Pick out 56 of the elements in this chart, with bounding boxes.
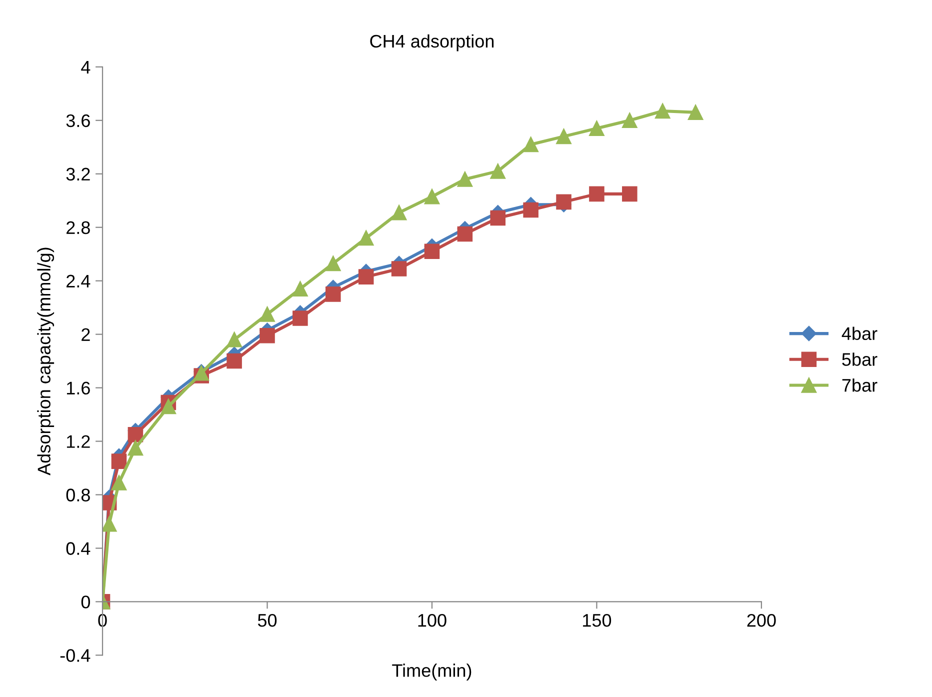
point — [391, 261, 407, 276]
point — [457, 172, 473, 187]
y-tick-label: 2.8 — [66, 221, 90, 234]
x-tick-label: 200 — [747, 614, 776, 627]
x-tick-label: 100 — [418, 614, 446, 627]
point — [523, 136, 538, 152]
point — [128, 426, 144, 442]
y-tick-label: 2.4 — [66, 274, 90, 288]
legend-label: 4bar — [842, 326, 878, 340]
y-tick-label: 4 — [81, 61, 90, 74]
point — [292, 310, 308, 326]
point — [226, 353, 242, 369]
point — [622, 186, 638, 202]
point — [102, 516, 117, 532]
point — [654, 103, 670, 119]
y-tick-label: 2 — [82, 328, 90, 341]
legend-label: 7bar — [842, 378, 878, 392]
point — [292, 281, 308, 296]
x-axis-title: Time(min) — [392, 664, 472, 680]
point — [424, 244, 440, 260]
point — [226, 332, 242, 348]
point — [589, 186, 604, 202]
point — [326, 256, 341, 272]
y-tick-label: 0.4 — [66, 542, 90, 555]
point — [457, 226, 473, 242]
point — [622, 112, 638, 128]
point — [260, 328, 275, 344]
y-tick-label: 3.6 — [66, 114, 90, 128]
point — [424, 188, 440, 204]
point — [160, 398, 176, 414]
y-tick-label: 1.2 — [66, 435, 90, 448]
point — [589, 120, 604, 136]
y-tick-label: 0.8 — [66, 488, 90, 502]
y-axis-title: Adsorption capacity(mmol/g) — [37, 248, 54, 476]
y-tick-label: 3.2 — [66, 168, 90, 181]
point — [358, 230, 374, 246]
legend-label: 5bar — [842, 352, 878, 366]
y-tick-label: -0.4 — [60, 649, 90, 662]
chart-title: CH4 adsorption — [370, 34, 494, 52]
y-tick-label: 0 — [81, 596, 90, 608]
x-tick-label: 150 — [583, 614, 612, 627]
point — [111, 475, 127, 490]
point — [490, 164, 506, 179]
point — [391, 205, 407, 220]
point — [688, 104, 704, 120]
point — [326, 286, 341, 302]
point — [111, 454, 127, 469]
x-tick-label: 50 — [258, 614, 277, 627]
y-tick-label: 1.6 — [66, 382, 90, 395]
point — [490, 210, 506, 226]
point — [523, 202, 538, 218]
point — [260, 306, 275, 322]
point — [358, 269, 374, 284]
point — [128, 440, 144, 456]
point — [556, 194, 572, 210]
point — [556, 128, 572, 144]
